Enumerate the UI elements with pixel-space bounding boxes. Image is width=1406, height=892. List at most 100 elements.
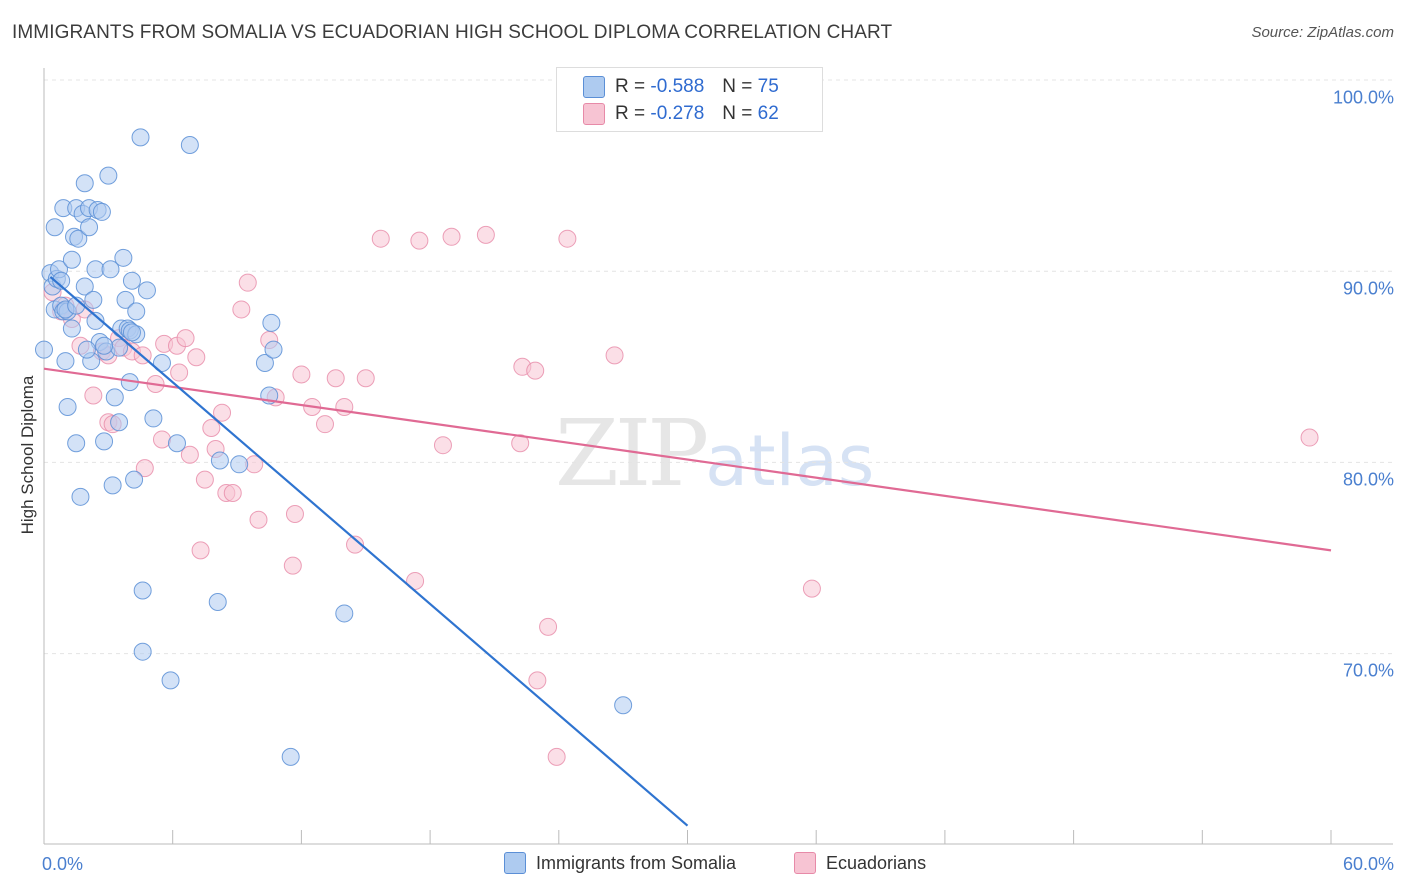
axes — [43, 68, 1393, 845]
ecuador-r-label: R = — [615, 103, 646, 124]
somalia-trend-line — [49, 276, 689, 827]
ecuadorian-point — [406, 571, 425, 590]
y-axis-label: High School Diploma — [18, 375, 37, 535]
ecuadorian-point — [802, 579, 821, 598]
somalia-point — [101, 260, 120, 279]
ecuadorian-point — [433, 436, 452, 455]
somalia-point — [52, 271, 71, 290]
somalia-point — [133, 581, 152, 600]
ecuadorian-point — [476, 225, 495, 244]
somalia-point — [35, 340, 53, 359]
somalia-point — [95, 432, 114, 451]
ecuadorian-point — [292, 365, 311, 384]
ecuadorian-point — [558, 229, 577, 248]
ecuador-n-value: 62 — [757, 103, 779, 124]
trend-lines — [43, 276, 1332, 827]
ecuadorian-point — [315, 415, 334, 434]
ecuadorian-point — [605, 346, 624, 365]
ecuadorian-point — [238, 273, 257, 292]
legend-item-somalia[interactable]: Immigrants from Somalia — [504, 852, 736, 874]
somalia-point — [127, 302, 146, 321]
somalia-point — [69, 229, 88, 248]
somalia-point — [105, 388, 124, 407]
ecuadorian-point — [356, 369, 375, 388]
y-tick-label: 70.0% — [1342, 660, 1394, 681]
somalia-point — [208, 592, 227, 611]
somalia-point — [95, 336, 114, 355]
somalia-point — [77, 340, 96, 359]
somalia-n-value: 75 — [757, 76, 779, 97]
ecuadorian-point — [170, 363, 189, 382]
somalia-point — [110, 413, 129, 432]
somalia-point — [67, 434, 86, 453]
somalia-point — [103, 476, 122, 495]
watermark: ZIPatlas — [555, 400, 874, 507]
x-tick-label-min: 0.0% — [42, 854, 84, 874]
somalia-point — [86, 311, 105, 330]
somalia-point — [84, 290, 103, 309]
somalia-points — [35, 128, 633, 766]
somalia-point — [56, 352, 75, 371]
somalia-point — [161, 671, 180, 690]
ecuadorian-point — [285, 505, 304, 524]
somalia-point — [80, 218, 99, 237]
grid-lines — [44, 79, 1393, 655]
x-tick-label-max: 60.0% — [1342, 854, 1394, 874]
somalia-point — [167, 434, 186, 453]
y-tick-label: 100.0% — [1332, 87, 1394, 108]
ecuadorian-point — [547, 747, 566, 766]
ecuadorian-point — [213, 403, 232, 422]
ecuadorian-point — [1300, 428, 1319, 447]
ecuador-n-label: N = — [722, 103, 753, 124]
somalia-point — [122, 271, 141, 290]
somalia-point — [133, 642, 152, 661]
somalia-legend-label: Immigrants from Somalia — [536, 852, 737, 873]
somalia-point — [281, 747, 300, 766]
source-label: Source: ZipAtlas.com — [1251, 24, 1394, 41]
ecuadorian-point — [371, 229, 390, 248]
somalia-point — [125, 470, 144, 489]
stats-legend: R = -0.588 N = 75 R = -0.278 N = 62 — [556, 67, 823, 132]
somalia-point — [255, 353, 274, 372]
ecuadorian-point — [191, 541, 210, 560]
ecuadorian-trend-line — [43, 367, 1332, 552]
somalia-point — [75, 277, 94, 296]
somalia-point — [230, 455, 249, 474]
watermark-zip: ZIP — [555, 400, 709, 507]
ecuador-r-value: -0.278 — [650, 103, 705, 124]
somalia-point — [92, 202, 111, 221]
somalia-r-value: -0.588 — [650, 76, 705, 97]
somalia-point — [180, 136, 199, 155]
somalia-point — [335, 604, 354, 623]
watermark-atlas: atlas — [705, 420, 875, 502]
somalia-point — [86, 260, 105, 279]
somalia-point — [122, 323, 141, 342]
somalia-point — [75, 174, 94, 193]
ecuadorian-point — [249, 510, 268, 529]
somalia-point — [262, 313, 281, 332]
y-tick-label: 80.0% — [1342, 469, 1394, 490]
ecuadorian-point — [528, 671, 547, 690]
ecuadorian-point — [202, 418, 221, 437]
ecuadorian-point — [511, 434, 530, 453]
somalia-point — [58, 397, 77, 416]
legend-item-ecuador[interactable]: Ecuadorians — [794, 852, 926, 874]
ecuadorian-point — [187, 348, 206, 367]
ecuadorian-point — [195, 470, 214, 489]
ecuadorian-point — [442, 227, 461, 246]
ecuadorian-point — [152, 430, 171, 449]
ecuadorian-point — [410, 231, 429, 250]
somalia-point — [137, 281, 156, 300]
somalia-point — [114, 248, 133, 267]
legend-row-ecuador: R = -0.278 N = 62 — [583, 101, 779, 127]
ecuadorian-point — [346, 535, 365, 554]
somalia-point — [131, 128, 150, 147]
y-tick-label: 90.0% — [1342, 278, 1394, 299]
somalia-swatch — [583, 76, 605, 98]
ecuadorian-point — [539, 617, 558, 636]
ecuador-swatch — [583, 103, 605, 125]
somalia-n-label: N = — [722, 76, 753, 97]
somalia-point — [45, 218, 64, 237]
somalia-point — [152, 353, 171, 372]
